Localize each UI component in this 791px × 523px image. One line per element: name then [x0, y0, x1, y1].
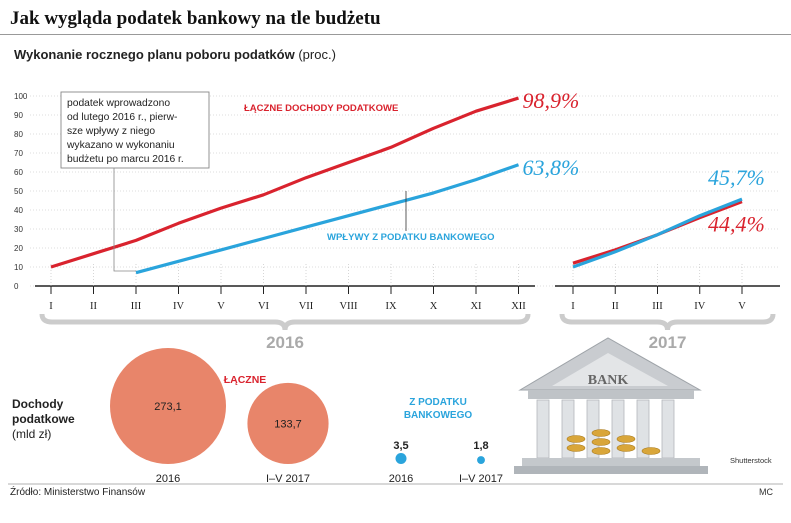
- x-tick-label: VIII: [339, 301, 358, 312]
- series-line-bank-tax: [135, 163, 520, 275]
- bubble-x-label: 2016: [156, 473, 180, 485]
- x-tick-label: II: [612, 301, 619, 312]
- title-divider: [0, 34, 791, 35]
- subtitle-text: Wykonanie rocznego planu poboru podatków: [14, 47, 295, 62]
- annotation-line: wykazano w wykonaniu: [66, 140, 175, 151]
- annotation-line: sze wpływy z niego: [67, 126, 155, 137]
- series-label-bank-tax: WPŁYWY Z PODATKU BANKOWEGO: [327, 232, 494, 243]
- chart-subtitle: Wykonanie rocznego planu poboru podatków…: [14, 47, 336, 62]
- annotation-box: [60, 91, 210, 169]
- end-value-total: 44,4%: [708, 212, 765, 237]
- x-tick-label: IV: [694, 301, 705, 312]
- bank-sign: BANK: [588, 373, 629, 388]
- bubble-value: 133,7: [274, 418, 302, 430]
- bank-column: [661, 399, 675, 459]
- coin-stack: [591, 429, 611, 437]
- x-tick-label: IX: [385, 301, 396, 312]
- bank-step: [514, 466, 708, 474]
- bubble-group-label-total: ŁĄCZNE: [224, 374, 267, 386]
- bubble-value: 273,1: [154, 401, 182, 413]
- series-label-total: ŁĄCZNE DOCHODY PODATKOWE: [244, 103, 398, 114]
- bank-column: [536, 399, 550, 459]
- bubble-total: [247, 382, 329, 464]
- x-tick-label: XI: [470, 301, 482, 312]
- bubble-axis-label: (mld zł): [12, 427, 51, 441]
- x-tick-label: II: [90, 301, 97, 312]
- bubble-group-label-bank-tax: Z PODATKU: [409, 397, 467, 408]
- bubble-total: [110, 348, 226, 464]
- end-value-total: 98,9%: [523, 88, 580, 113]
- coin-stack: [566, 444, 586, 452]
- end-value-bank-tax: 63,8%: [523, 155, 580, 180]
- year-label: 2016: [266, 333, 304, 352]
- annotation-line: od lutego 2016 r., pierw-: [67, 112, 177, 123]
- x-tick-label: VI: [258, 301, 270, 312]
- coin-stack: [591, 447, 611, 455]
- y-tick-label: 10: [14, 263, 23, 272]
- series-line-total: [50, 96, 519, 269]
- x-tick-label: XII: [511, 301, 526, 312]
- y-tick-label: 80: [14, 130, 23, 139]
- x-tick-label: V: [217, 301, 225, 312]
- x-tick-label: III: [131, 301, 142, 312]
- y-tick-label: 0: [14, 282, 19, 291]
- bubble-axis-label: Dochody: [12, 397, 64, 411]
- image-credit: Shutterstock: [730, 456, 772, 465]
- author-credit: MC: [759, 487, 773, 497]
- x-tick-label: X: [430, 301, 438, 312]
- x-tick-label: I: [571, 301, 575, 312]
- annotation-leader: [113, 168, 136, 272]
- y-tick-label: 50: [14, 187, 23, 196]
- bubble-bank-tax: [395, 453, 407, 464]
- x-tick-label: I: [49, 301, 53, 312]
- bubble-value: 3,5: [393, 440, 408, 452]
- x-tick-label: VII: [299, 301, 314, 312]
- bubble-value: 1,8: [473, 440, 488, 452]
- x-tick-label: V: [738, 301, 746, 312]
- x-tick-label: III: [652, 301, 663, 312]
- year-label: 2017: [649, 333, 687, 352]
- y-tick-label: 90: [14, 111, 23, 120]
- bubble-x-label: 2016: [389, 473, 413, 485]
- source-note: Źródło: Ministerstwo Finansów: [10, 487, 146, 498]
- year-brace: [559, 313, 776, 331]
- bubble-group-label-bank-tax: BANKOWEGO: [404, 410, 473, 421]
- bubble-x-label: I–V 2017: [459, 473, 503, 485]
- bubble-axis-label: podatkowe: [12, 412, 75, 426]
- coin-stack: [591, 438, 611, 446]
- bubble-bank-tax: [477, 456, 485, 465]
- series-line-bank-tax: [572, 197, 743, 269]
- coin-stack: [616, 435, 636, 443]
- bank-step: [522, 458, 700, 466]
- y-tick-label: 20: [14, 244, 23, 253]
- coin-stack: [566, 435, 586, 443]
- x-tick-label: IV: [173, 301, 184, 312]
- y-tick-label: 70: [14, 149, 23, 158]
- coin-stack: [616, 444, 636, 452]
- annotation-line: budżetu po marcu 2016 r.: [67, 154, 184, 165]
- y-tick-label: 100: [14, 92, 28, 101]
- year-brace: [39, 313, 531, 331]
- subtitle-unit: (proc.): [298, 47, 336, 62]
- annotation-line: podatek wprowadzono: [67, 98, 170, 109]
- end-value-bank-tax: 45,7%: [708, 165, 765, 190]
- bank-entablature: [528, 390, 694, 399]
- page-title: Jak wygląda podatek bankowy na tle budże…: [10, 8, 381, 29]
- y-tick-label: 40: [14, 206, 23, 215]
- bank-pediment: [552, 353, 668, 386]
- bubble-x-label: I–V 2017: [266, 473, 310, 485]
- y-tick-label: 30: [14, 225, 23, 234]
- coin-stack: [641, 447, 661, 455]
- y-tick-label: 60: [14, 168, 23, 177]
